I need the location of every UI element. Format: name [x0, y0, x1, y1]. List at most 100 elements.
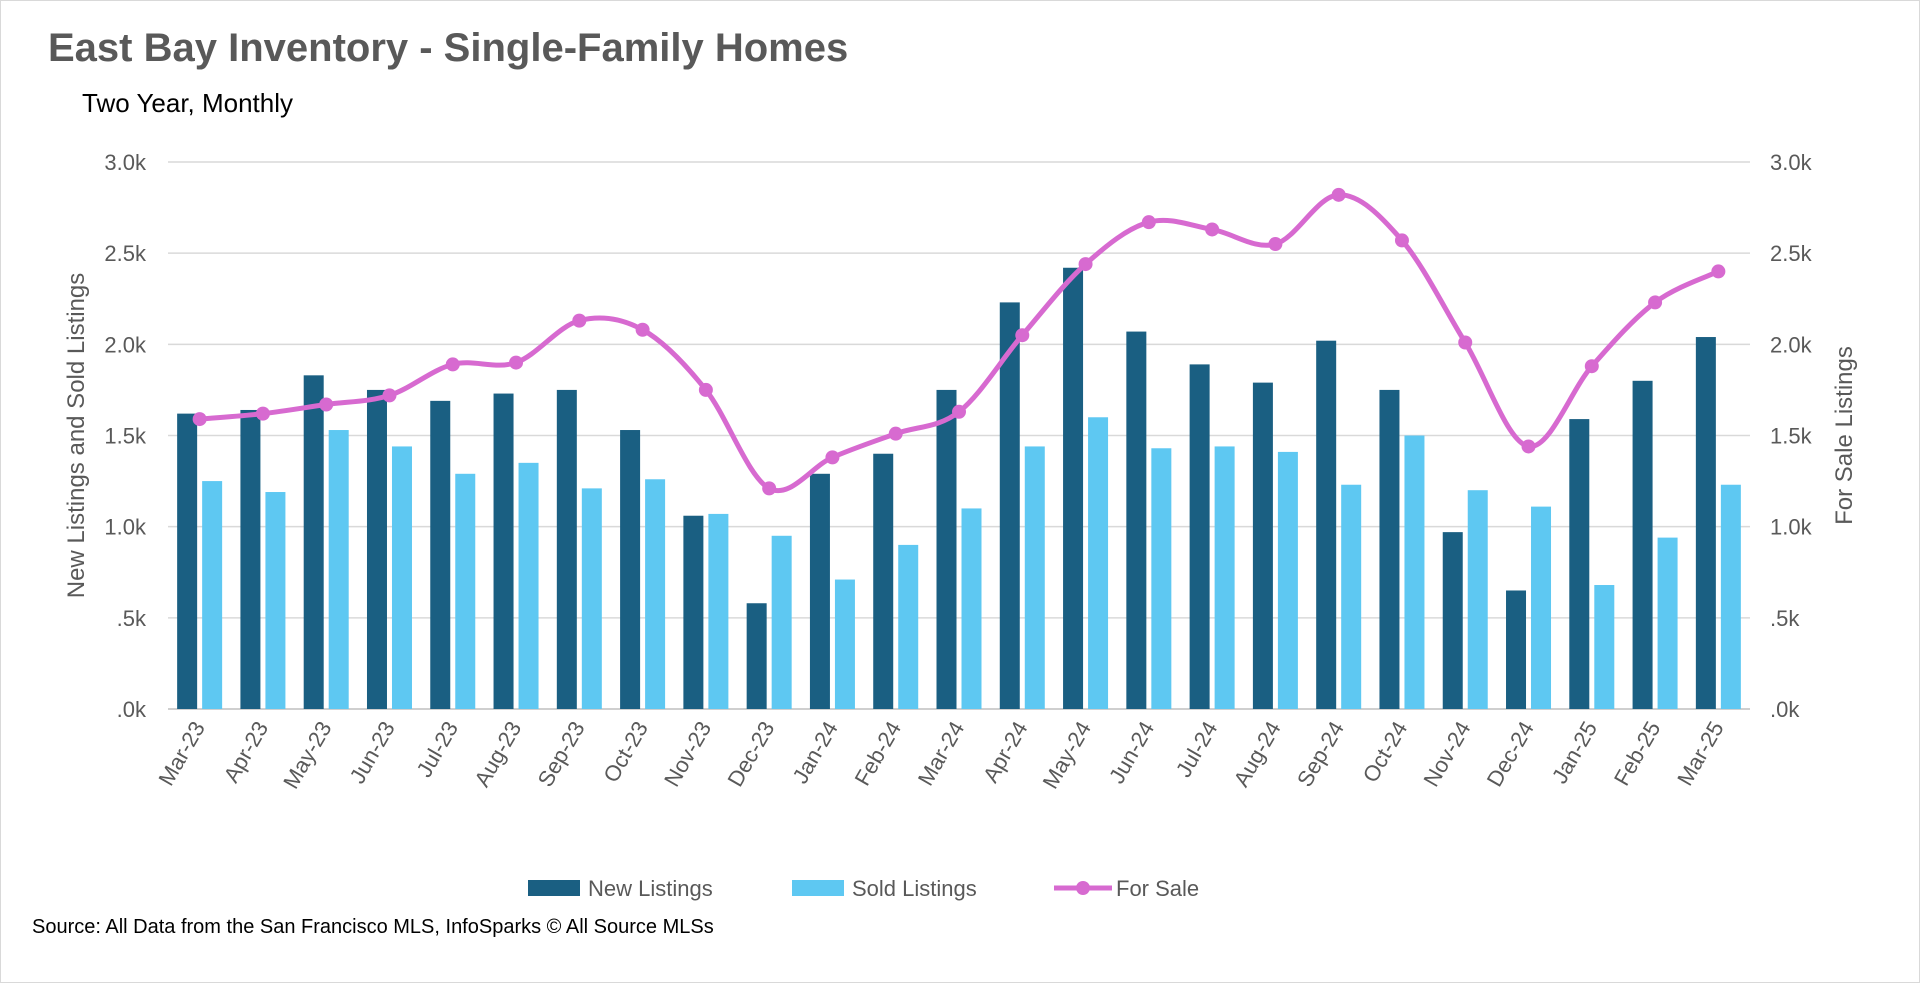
x-tick-label: Mar-24	[913, 717, 969, 790]
y-tick-left: 3.0k	[104, 150, 147, 175]
bar-sold-listings	[265, 492, 286, 709]
x-tick-label: Jul-23	[411, 717, 463, 781]
x-tick-label: Jul-24	[1171, 717, 1223, 781]
y-tick-left: 2.5k	[104, 241, 147, 266]
bar-new-listings	[809, 473, 830, 709]
for-sale-point	[255, 406, 270, 421]
x-tick-label: Apr-23	[219, 717, 274, 787]
x-tick-label: Oct-23	[598, 717, 653, 787]
x-tick-label: Nov-23	[659, 717, 716, 791]
y-tick-left: 2.0k	[104, 332, 147, 357]
bar-sold-listings	[1341, 484, 1362, 709]
x-tick-label: Feb-25	[1609, 717, 1666, 790]
for-sale-point	[1394, 233, 1409, 248]
for-sale-point	[1711, 264, 1726, 279]
x-tick-label: Jun-24	[1104, 717, 1159, 788]
for-sale-point	[509, 355, 524, 370]
bar-sold-listings	[518, 462, 539, 709]
for-sale-point	[1205, 222, 1220, 237]
bar-new-listings	[1126, 331, 1147, 709]
for-sale-point	[1078, 257, 1093, 272]
bar-new-listings	[240, 409, 261, 709]
legend-swatch-sold-listings	[792, 880, 844, 896]
bar-new-listings	[1695, 337, 1716, 709]
bar-new-listings	[366, 389, 387, 709]
for-sale-point	[192, 412, 207, 427]
bar-new-listings	[683, 515, 704, 709]
for-sale-point	[319, 397, 334, 412]
for-sale-point	[445, 357, 460, 372]
y-tick-right: .0k	[1770, 697, 1800, 722]
bar-sold-listings	[1720, 484, 1741, 709]
x-tick-label: Nov-24	[1418, 717, 1475, 791]
x-tick-label: May-24	[1038, 717, 1096, 793]
y-tick-right: 1.5k	[1770, 424, 1813, 449]
for-sale-point	[1648, 295, 1663, 310]
bar-new-listings	[430, 400, 451, 709]
y-tick-left: .0k	[117, 697, 147, 722]
y-tick-right: 2.5k	[1770, 241, 1813, 266]
y-tick-right: 3.0k	[1770, 150, 1813, 175]
for-sale-point	[382, 388, 397, 403]
bar-new-listings	[746, 603, 767, 709]
bar-sold-listings	[1404, 435, 1425, 709]
y-axis-title-left: New Listings and Sold Listings	[63, 273, 90, 599]
bar-new-listings	[1252, 382, 1273, 709]
bar-new-listings	[1316, 340, 1337, 709]
legend-marker-for-sale	[1076, 881, 1090, 895]
bar-sold-listings	[771, 535, 792, 709]
bar-new-listings	[1506, 590, 1527, 709]
chart-title: East Bay Inventory - Single-Family Homes	[48, 26, 849, 70]
bar-sold-listings	[1214, 446, 1235, 709]
bar-sold-listings	[1467, 490, 1488, 709]
x-tick-label: Jun-23	[345, 717, 400, 788]
x-tick-label: Mar-23	[153, 717, 209, 790]
x-tick-label: Dec-23	[722, 717, 779, 791]
bar-new-listings	[1379, 389, 1400, 709]
bar-new-listings	[999, 302, 1020, 709]
for-sale-point	[1331, 187, 1346, 202]
bar-sold-listings	[961, 508, 982, 709]
y-axis-title-right: For Sale Listings	[1831, 346, 1858, 525]
legend-label-sold-listings: Sold Listings	[852, 876, 977, 901]
for-sale-point	[1584, 359, 1599, 374]
bar-sold-listings	[391, 446, 412, 709]
bar-new-listings	[1569, 419, 1590, 709]
bar-sold-listings	[1531, 506, 1552, 709]
x-tick-label: Sep-23	[533, 717, 590, 791]
x-tick-label: Oct-24	[1358, 717, 1413, 787]
bar-new-listings	[1063, 267, 1084, 709]
x-tick-label: Aug-23	[469, 717, 526, 791]
bar-sold-listings	[834, 579, 855, 709]
for-sale-point	[1521, 439, 1536, 454]
bar-new-listings	[303, 375, 324, 709]
bar-sold-listings	[1594, 585, 1615, 709]
bar-new-listings	[936, 389, 957, 709]
x-tick-label: Aug-24	[1229, 717, 1286, 791]
x-tick-label: Sep-24	[1292, 717, 1349, 791]
x-tick-label: Apr-24	[978, 717, 1033, 787]
for-sale-point	[888, 426, 903, 441]
y-tick-right: .5k	[1770, 606, 1800, 631]
x-tick-label: Feb-24	[850, 717, 907, 790]
for-sale-point	[762, 481, 777, 496]
for-sale-point	[1015, 328, 1030, 343]
x-tick-label: May-23	[278, 717, 336, 793]
for-sale-point	[635, 322, 650, 337]
x-tick-label: Jan-25	[1547, 717, 1602, 788]
y-tick-right: 2.0k	[1770, 332, 1813, 357]
y-tick-left: 1.0k	[104, 515, 147, 540]
y-tick-left: .5k	[117, 606, 147, 631]
bar-new-listings	[493, 393, 514, 709]
bar-sold-listings	[581, 488, 602, 709]
x-tick-label: Dec-24	[1482, 717, 1539, 791]
bar-new-listings	[1632, 380, 1653, 709]
bar-new-listings	[620, 430, 641, 709]
bar-new-listings	[1442, 532, 1463, 709]
for-sale-point	[1141, 215, 1156, 230]
x-tick-label: Jan-24	[787, 717, 842, 788]
bar-sold-listings	[328, 430, 349, 709]
legend-label-for-sale: For Sale	[1116, 876, 1199, 901]
y-tick-right: 1.0k	[1770, 515, 1813, 540]
